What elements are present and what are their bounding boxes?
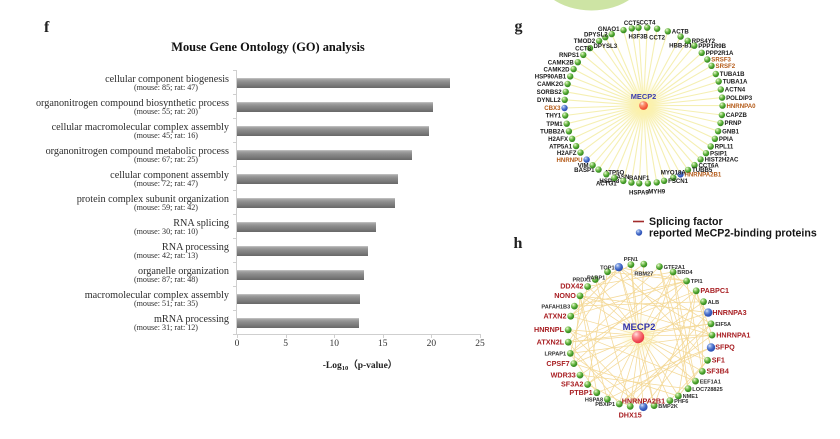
svg-text:PRNP: PRNP — [725, 120, 742, 127]
svg-text:PABPC1: PABPC1 — [700, 286, 729, 295]
svg-text:PAFAH1B3: PAFAH1B3 — [541, 304, 570, 310]
svg-text:WDR33: WDR33 — [551, 370, 576, 379]
svg-text:PPIA: PPIA — [719, 136, 734, 143]
svg-text:PRDX1: PRDX1 — [572, 278, 591, 284]
svg-text:RNPS1: RNPS1 — [559, 52, 580, 59]
svg-text:HNRNPL: HNRNPL — [534, 325, 565, 334]
svg-text:SRSF2: SRSF2 — [716, 63, 736, 70]
svg-text:SORBS2: SORBS2 — [537, 89, 563, 96]
svg-text:CCT8: CCT8 — [575, 45, 592, 52]
svg-text:FSCN1: FSCN1 — [668, 178, 689, 185]
svg-text:ALB: ALB — [708, 300, 720, 306]
svg-text:TUBB2A: TUBB2A — [540, 129, 565, 136]
svg-text:CCT6A: CCT6A — [699, 162, 720, 169]
svg-text:TPI1: TPI1 — [691, 279, 703, 285]
svg-text:DYNLL2: DYNLL2 — [537, 97, 561, 104]
svg-text:ATXN2L: ATXN2L — [537, 337, 565, 346]
svg-text:FASN: FASN — [613, 174, 629, 181]
svg-text:BASP1: BASP1 — [574, 167, 595, 174]
svg-text:TUBB5: TUBB5 — [692, 167, 713, 174]
svg-text:H3F3B: H3F3B — [629, 34, 649, 41]
svg-text:RPS4Y2: RPS4Y2 — [692, 38, 716, 45]
svg-text:HNRNPA1: HNRNPA1 — [716, 330, 750, 339]
svg-text:THY1: THY1 — [546, 113, 562, 120]
svg-text:PSIP1: PSIP1 — [710, 150, 728, 157]
svg-text:H2AFX: H2AFX — [548, 136, 569, 143]
svg-text:HIST2H2AC: HIST2H2AC — [705, 157, 739, 164]
svg-text:GNAO1: GNAO1 — [598, 26, 620, 33]
svg-text:ATP5A1: ATP5A1 — [549, 143, 573, 150]
svg-text:ATXN2: ATXN2 — [543, 311, 566, 320]
svg-text:HNRNPA0: HNRNPA0 — [727, 103, 757, 110]
svg-text:EEF1A1: EEF1A1 — [700, 379, 721, 385]
svg-text:CCT5: CCT5 — [624, 20, 641, 27]
svg-text:HNRNPU: HNRNPU — [557, 157, 584, 164]
svg-text:BMP2K: BMP2K — [658, 404, 678, 410]
svg-text:TUBA1B: TUBA1B — [720, 71, 745, 78]
svg-text:TPM1: TPM1 — [546, 121, 563, 128]
svg-text:BRD4: BRD4 — [677, 270, 693, 276]
svg-text:LRPAP1: LRPAP1 — [544, 352, 566, 358]
svg-text:ACTB: ACTB — [672, 29, 690, 36]
svg-text:RPL11: RPL11 — [715, 144, 734, 151]
svg-text:SF1: SF1 — [712, 356, 725, 365]
svg-text:PFN1: PFN1 — [624, 257, 638, 263]
svg-text:TUBA1A: TUBA1A — [723, 79, 748, 86]
svg-text:CCT2: CCT2 — [649, 35, 666, 42]
svg-text:ACTN4: ACTN4 — [725, 87, 746, 94]
svg-text:CBX3: CBX3 — [544, 105, 561, 112]
svg-text:DDX42: DDX42 — [560, 282, 583, 291]
svg-text:EIF5A: EIF5A — [715, 322, 731, 328]
svg-text:ACTG1: ACTG1 — [596, 180, 617, 187]
svg-text:PPP1R9B: PPP1R9B — [698, 43, 726, 50]
svg-text:Splicing factor: Splicing factor — [649, 216, 723, 228]
svg-text:MECP2: MECP2 — [623, 322, 656, 333]
svg-text:NONO: NONO — [554, 291, 576, 300]
svg-text:NME1: NME1 — [683, 394, 699, 400]
svg-text:H2AFZ: H2AFZ — [557, 150, 577, 157]
svg-text:BANF1: BANF1 — [629, 175, 650, 182]
svg-text:MYH9: MYH9 — [648, 188, 666, 195]
svg-text:HSPA8: HSPA8 — [585, 397, 603, 403]
svg-text:HSPA8: HSPA8 — [599, 178, 619, 185]
svg-text:HNRNPA2B1: HNRNPA2B1 — [685, 172, 722, 179]
svg-text:HNRNPA3: HNRNPA3 — [712, 308, 746, 317]
svg-text:PARP1: PARP1 — [587, 275, 605, 281]
svg-text:HSP90AB1: HSP90AB1 — [535, 74, 567, 81]
svg-text:CAMK2B: CAMK2B — [548, 59, 575, 66]
svg-text:TOP1: TOP1 — [600, 265, 615, 271]
svg-text:TMOD2: TMOD2 — [574, 38, 596, 45]
svg-text:RBM27: RBM27 — [634, 271, 653, 277]
svg-text:GNB1: GNB1 — [722, 128, 740, 135]
svg-text:PHF6: PHF6 — [674, 399, 688, 405]
svg-text:CAPZB: CAPZB — [726, 112, 748, 119]
svg-text:CAMK2D: CAMK2D — [544, 66, 571, 73]
svg-text:DPYSL3: DPYSL3 — [593, 43, 617, 50]
svg-text:SF3B4: SF3B4 — [707, 367, 729, 376]
svg-text:ATP5O: ATP5O — [604, 170, 624, 177]
svg-text:GTF2A1: GTF2A1 — [664, 265, 685, 271]
svg-text:reported MeCP2-binding protein: reported MeCP2-binding proteins — [649, 228, 817, 240]
svg-text:CCT4: CCT4 — [640, 19, 657, 26]
svg-text:HSPA9: HSPA9 — [629, 189, 649, 196]
svg-text:DPYSL2: DPYSL2 — [584, 31, 608, 38]
svg-text:SRSF3: SRSF3 — [711, 57, 731, 64]
svg-text:SF3A2: SF3A2 — [561, 380, 583, 389]
svg-text:CAMK2G: CAMK2G — [537, 81, 564, 88]
svg-text:HBB-B1: HBB-B1 — [669, 43, 693, 50]
svg-text:PTBP1: PTBP1 — [569, 388, 592, 397]
svg-text:POLDIP3: POLDIP3 — [726, 95, 753, 102]
svg-text:MECP2: MECP2 — [631, 92, 656, 101]
svg-text:PBXIP1: PBXIP1 — [595, 402, 615, 408]
svg-text:SFPQ: SFPQ — [715, 343, 735, 352]
svg-text:PPP2R1A: PPP2R1A — [706, 50, 734, 57]
svg-text:CPSF7: CPSF7 — [546, 359, 569, 368]
svg-text:HNRNPA2B1: HNRNPA2B1 — [622, 396, 665, 405]
svg-text:MYO18A: MYO18A — [661, 169, 687, 176]
svg-text:LOC728825: LOC728825 — [692, 387, 722, 393]
svg-text:VIM: VIM — [578, 162, 589, 169]
svg-text:DHX15: DHX15 — [619, 411, 642, 420]
